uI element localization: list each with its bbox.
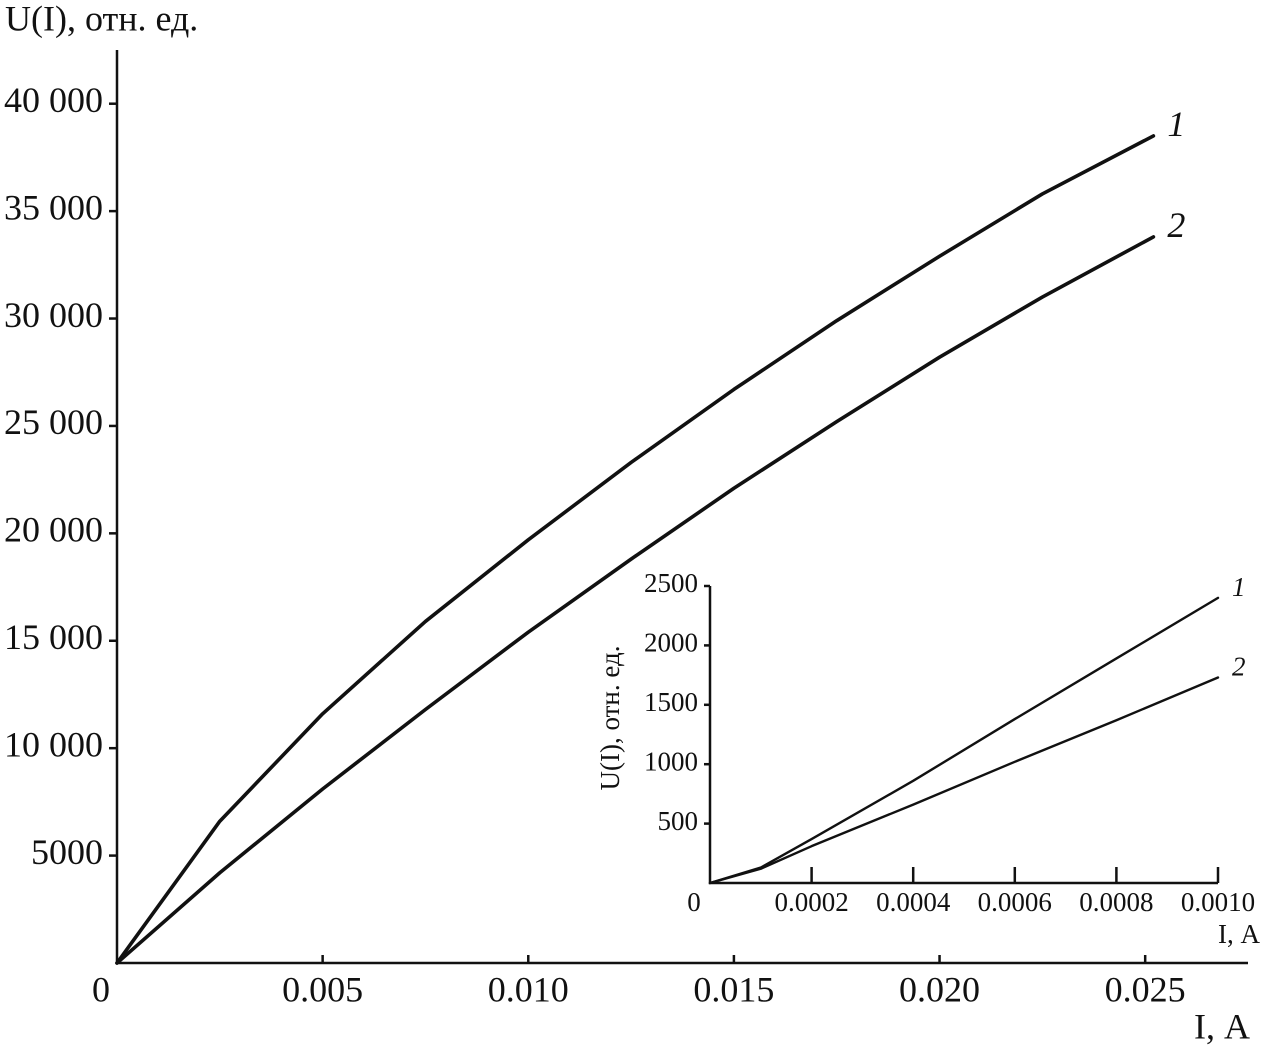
curve: [708, 596, 1220, 885]
x-tick-label: 0.0004: [876, 887, 951, 917]
x-tick-label: 0.005: [282, 969, 363, 1009]
x-tick-label: 0: [687, 887, 701, 917]
x-tick-label: 0.020: [899, 969, 980, 1009]
x-tick-label: 0.025: [1105, 969, 1186, 1009]
y-tick-label: 35 000: [4, 187, 103, 227]
curve-label: 1: [1232, 572, 1246, 602]
y-tick-label: 1500: [644, 687, 698, 717]
y-axis-label: U(I), отн. ед.: [595, 646, 625, 791]
x-tick-label: 0.015: [693, 969, 774, 1009]
x-tick-label: 0.0006: [978, 887, 1052, 917]
y-tick-label: 25 000: [4, 402, 103, 442]
y-tick-label: 500: [658, 806, 699, 836]
axes: [708, 586, 1218, 885]
curve: [115, 134, 1156, 965]
y-tick-label: 2000: [644, 628, 698, 658]
y-tick-label: 10 000: [4, 724, 103, 764]
x-axis-label: I, А: [1218, 919, 1260, 949]
y-tick-label: 1000: [644, 746, 698, 776]
x-tick-label: 0.010: [488, 969, 569, 1009]
inset-chart: 0 0.0002 0.0004 0.0006 0.0008 0.0010 500 1000 15…: [595, 568, 1260, 949]
curve: [708, 676, 1220, 885]
curve-label: 2: [1232, 652, 1246, 682]
y-tick-label: 20 000: [4, 510, 103, 550]
x-tick-label: 0.0002: [774, 887, 848, 917]
x-tick-label: 0: [92, 969, 110, 1009]
y-tick-label: 30 000: [4, 295, 103, 335]
y-axis-label: U(I), отн. ед.: [5, 0, 198, 38]
x-tick-label: 0.0010: [1181, 887, 1255, 917]
curve-label: 1: [1167, 104, 1185, 144]
y-tick-label: 2500: [644, 568, 698, 598]
curve-label: 2: [1167, 205, 1185, 245]
y-tick-label: 40 000: [4, 80, 103, 120]
y-tick-label: 5000: [31, 832, 103, 872]
x-tick-label: 0.0008: [1079, 887, 1153, 917]
curve: [115, 235, 1156, 965]
y-tick-label: 15 000: [4, 617, 103, 657]
x-axis-label: I, А: [1194, 1006, 1250, 1046]
